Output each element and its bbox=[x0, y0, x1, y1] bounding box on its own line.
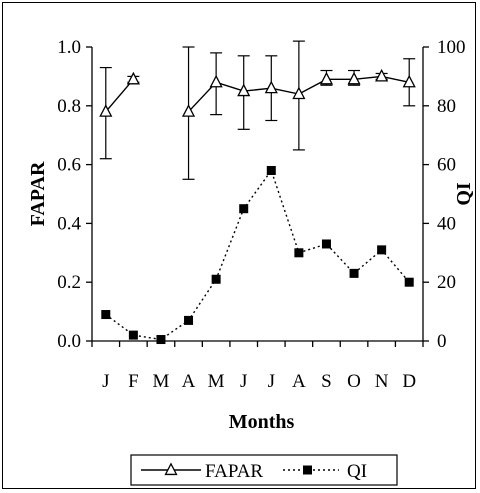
fapar-point bbox=[264, 80, 278, 94]
y-right-tick-label: 80 bbox=[437, 96, 456, 117]
x-tick-label: O bbox=[347, 371, 361, 392]
qi-point bbox=[156, 335, 166, 345]
qi-point bbox=[404, 277, 414, 287]
y-right-tick-label: 100 bbox=[437, 37, 466, 58]
fapar-point bbox=[126, 71, 140, 85]
legend-fapar-label: FAPAR bbox=[205, 461, 263, 482]
qi-point bbox=[266, 165, 276, 175]
qi-point bbox=[321, 239, 331, 249]
y-axis-right-title: QI bbox=[453, 182, 475, 206]
fapar-point bbox=[181, 104, 196, 117]
qi-point bbox=[128, 330, 138, 340]
qi-point bbox=[239, 204, 249, 214]
fapar-point bbox=[375, 68, 389, 82]
x-tick-label: J bbox=[240, 371, 247, 392]
x-tick-label: S bbox=[321, 371, 332, 392]
x-tick-label: J bbox=[268, 371, 275, 392]
y-right-tick-label: 40 bbox=[437, 213, 456, 234]
x-tick-label: J bbox=[102, 371, 109, 392]
y-right-tick-label: 60 bbox=[437, 155, 456, 176]
qi-point bbox=[211, 274, 221, 284]
qi-point bbox=[349, 268, 359, 278]
qi-point bbox=[294, 248, 304, 258]
x-tick-label: N bbox=[375, 371, 389, 392]
y-left-tick-label: 0.8 bbox=[57, 96, 81, 117]
fapar-line bbox=[105, 78, 134, 113]
legend-qi-marker bbox=[303, 465, 312, 475]
y-right-tick-label: 20 bbox=[437, 272, 456, 293]
fapar-point bbox=[292, 86, 306, 100]
x-axis-title: Months bbox=[229, 411, 295, 433]
qi-series bbox=[101, 165, 414, 345]
legend: FAPAR QI bbox=[130, 454, 398, 486]
qi-point bbox=[377, 245, 387, 255]
fapar-point bbox=[99, 104, 113, 117]
fapar-point bbox=[237, 83, 251, 97]
y-left-tick-label: 1.0 bbox=[57, 37, 81, 58]
y-axis-left-title: FAPAR bbox=[27, 161, 49, 226]
y-left-tick-label: 0.4 bbox=[57, 213, 81, 234]
y-left-tick-label: 0.2 bbox=[57, 272, 81, 293]
qi-point bbox=[184, 315, 194, 325]
x-tick-label: F bbox=[128, 371, 139, 392]
fapar-series bbox=[99, 40, 416, 180]
x-tick-label: A bbox=[182, 371, 196, 392]
qi-point bbox=[101, 310, 111, 320]
y-left-tick-label: 0.0 bbox=[57, 331, 81, 352]
legend-fapar-sample bbox=[141, 462, 201, 476]
fapar-point bbox=[319, 71, 334, 85]
qi-line bbox=[105, 168, 410, 341]
fapar-point bbox=[347, 71, 361, 85]
chart-frame: 0.0 0.2 0.4 0.6 0.8 1.0 0 20 40 60 80 100 J F M A M J J A S O… bbox=[2, 2, 476, 489]
fapar-point bbox=[209, 74, 223, 88]
y-left-tick-label: 0.6 bbox=[57, 155, 81, 176]
axes bbox=[91, 47, 424, 342]
y-right-tick-label: 0 bbox=[437, 331, 447, 352]
legend-qi-sample bbox=[283, 465, 339, 475]
legend-fapar-marker bbox=[164, 462, 178, 476]
fapar-point bbox=[402, 74, 416, 88]
x-tick-label: D bbox=[402, 371, 416, 392]
x-tick-label: A bbox=[292, 371, 306, 392]
legend-qi-label: QI bbox=[347, 461, 367, 482]
x-tick-label: M bbox=[208, 371, 225, 392]
x-tick-label: M bbox=[153, 371, 170, 392]
